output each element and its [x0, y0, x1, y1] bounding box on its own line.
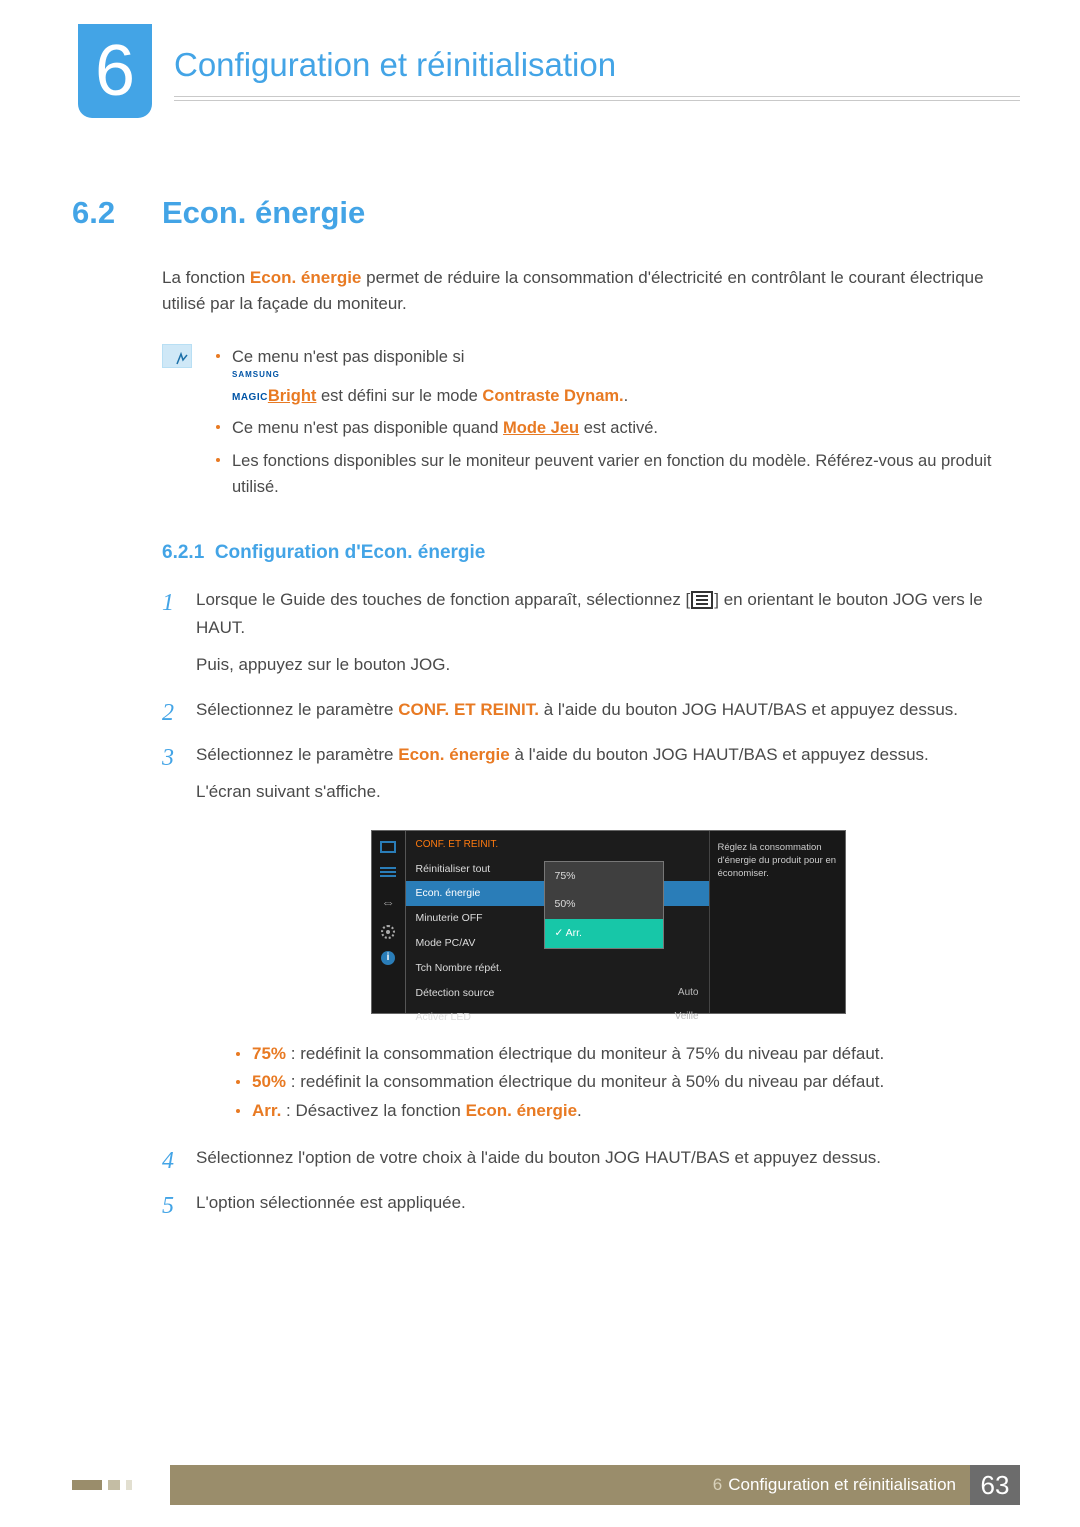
- footer-chapter: 6 Configuration et réinitialisation: [170, 1465, 970, 1505]
- resize-icon: ⇔: [381, 891, 395, 913]
- options-list: 75% : redéfinit la consommation électriq…: [230, 1040, 1020, 1127]
- osd-menu: CONF. ET REINIT. Réinitialiser tout Econ…: [406, 831, 710, 1013]
- chapter-title: Configuration et réinitialisation: [174, 46, 616, 84]
- osd-row: Activer LEDVeille: [406, 1005, 709, 1030]
- osd-sidebar: ⇔ i: [372, 831, 406, 1013]
- step-item: L'option sélectionnée est appliquée.: [162, 1189, 1020, 1216]
- gear-icon: [381, 925, 395, 939]
- section-number: 6.2: [72, 195, 162, 231]
- option-item: 75% : redéfinit la consommation électriq…: [230, 1040, 1020, 1069]
- step-item: Sélectionnez le paramètre Econ. énergie …: [162, 741, 1020, 1126]
- step-item: Sélectionnez l'option de votre choix à l…: [162, 1144, 1020, 1171]
- note-icon: [162, 344, 192, 368]
- note-item: Les fonctions disponibles sur le moniteu…: [210, 448, 1020, 501]
- page-number: 63: [970, 1465, 1020, 1505]
- term-conf-reinit: CONF. ET REINIT.: [398, 700, 539, 719]
- step-item: Lorsque le Guide des touches de fonction…: [162, 586, 1020, 678]
- note-item: Ce menu n'est pas disponible si SAMSUNGM…: [210, 344, 1020, 410]
- term-contraste-dynam: Contraste Dynam.: [482, 387, 623, 405]
- monitor-icon: [380, 841, 396, 853]
- intro-paragraph: La fonction Econ. énergie permet de rédu…: [162, 265, 1020, 318]
- term-econ-energie: Econ. énergie: [250, 268, 361, 287]
- osd-option: 50%: [545, 890, 663, 919]
- osd-option-selected: Arr.: [545, 919, 663, 948]
- section-title: Econ. énergie: [162, 195, 365, 230]
- subsection-title: Configuration d'Econ. énergie: [215, 542, 486, 563]
- list-icon: [380, 865, 396, 879]
- steps-list: Lorsque le Guide des touches de fonction…: [162, 586, 1020, 1216]
- note-item: Ce menu n'est pas disponible quand Mode …: [210, 415, 1020, 441]
- osd-row: Tch Nombre répét.: [406, 956, 709, 981]
- step-subtext: L'écran suivant s'affiche.: [196, 778, 1020, 805]
- option-item: Arr. : Désactivez la fonction Econ. éner…: [230, 1097, 1020, 1126]
- chapter-number-badge: 6: [78, 24, 152, 118]
- notes-list: Ce menu n'est pas disponible si SAMSUNGM…: [210, 344, 1020, 507]
- page-footer: 6 Configuration et réinitialisation 63: [0, 1465, 1080, 1505]
- osd-submenu: 75% 50% Arr.: [544, 861, 664, 949]
- footer-ornament: [0, 1465, 170, 1505]
- term-econ-energie: Econ. énergie: [398, 745, 509, 764]
- subsection-number: 6.2.1: [162, 542, 204, 563]
- step-item: Sélectionnez le paramètre CONF. ET REINI…: [162, 696, 1020, 723]
- info-icon: i: [381, 951, 395, 965]
- osd-option: 75%: [545, 862, 663, 891]
- subsection-heading: 6.2.1 Configuration d'Econ. énergie: [162, 542, 1020, 564]
- term-mode-jeu: Mode Jeu: [503, 419, 579, 437]
- footer-tail: [1020, 1465, 1080, 1505]
- menu-glyph-icon: [691, 591, 713, 609]
- osd-screenshot: ⇔ i CONF. ET REINIT. Réinitialiser tout …: [371, 830, 846, 1014]
- step-subtext: Puis, appuyez sur le bouton JOG.: [196, 651, 1020, 678]
- osd-row: Détection sourceAuto: [406, 981, 709, 1006]
- osd-help-text: Réglez la consommation d'énergie du prod…: [710, 831, 845, 1013]
- section-heading: 6.2Econ. énergie: [72, 195, 1020, 231]
- term-bright: Bright: [268, 387, 317, 405]
- osd-title: CONF. ET REINIT.: [406, 837, 709, 857]
- option-item: 50% : redéfinit la consommation électriq…: [230, 1068, 1020, 1097]
- header-rule: [174, 96, 1020, 101]
